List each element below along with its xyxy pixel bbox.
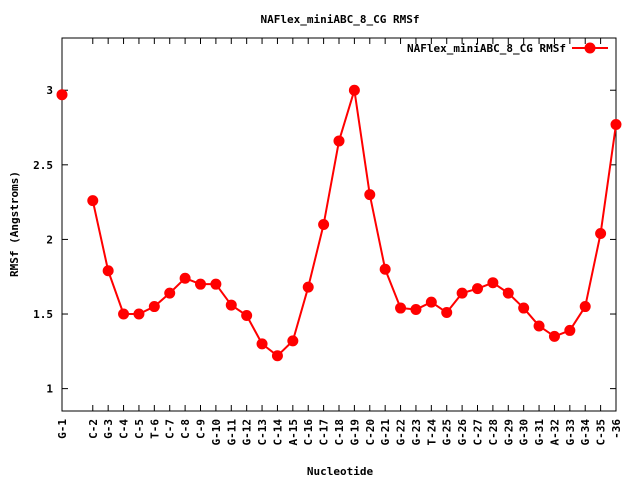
legend-label: NAFlex_miniABC_8_CG RMSf — [407, 42, 566, 55]
y-axis-label: RMSf (Angstroms) — [8, 171, 21, 277]
data-point — [210, 278, 222, 290]
data-point — [610, 119, 622, 131]
x-tick-label: C-5 — [133, 419, 146, 439]
x-tick-label: G-12 — [241, 419, 254, 446]
data-point — [564, 324, 576, 336]
data-point — [425, 296, 437, 308]
x-axis-ticks: G-1 C-2 G-3 C-4 C-5 T-6 C-7 C-8 C-9 G-10 G-11 G-12 C… — [56, 38, 623, 446]
x-tick-label: G-23 — [410, 419, 423, 446]
x-tick-label: G-10 — [210, 419, 223, 446]
chart-title: NAFlex_miniABC_8_CG RMSf — [261, 13, 420, 26]
y-tick-label: 1.5 — [33, 308, 53, 321]
data-point — [579, 301, 591, 313]
x-tick-label: C-2 — [87, 419, 100, 439]
data-point — [87, 195, 99, 207]
data-point — [287, 335, 299, 347]
data-point — [333, 135, 345, 147]
x-tick-label: G-30 — [518, 419, 531, 446]
x-tick-label: T-24 — [425, 419, 438, 446]
data-point — [271, 350, 283, 362]
data-point — [379, 263, 391, 275]
data-point — [456, 287, 468, 299]
data-point — [133, 308, 145, 320]
x-tick-label: -36 — [610, 419, 623, 439]
data-point — [441, 307, 453, 319]
x-tick-label: C-4 — [118, 419, 131, 439]
data-point — [164, 287, 176, 299]
data-point — [595, 227, 607, 239]
x-tick-label: C-18 — [333, 419, 346, 446]
y-tick-label: 2.5 — [33, 159, 53, 172]
legend-marker-swatch — [584, 42, 596, 54]
x-tick-label: C-27 — [472, 419, 485, 446]
data-point — [518, 302, 530, 314]
x-tick-label: G-29 — [502, 419, 515, 446]
data-point — [179, 272, 191, 284]
x-tick-label: G-31 — [533, 419, 546, 446]
x-tick-label: C-13 — [256, 419, 269, 446]
data-point — [395, 302, 407, 314]
data-point — [502, 287, 514, 299]
data-point — [548, 330, 560, 342]
x-tick-label: T-6 — [148, 419, 161, 439]
data-point — [118, 308, 130, 320]
data-point — [148, 301, 160, 313]
data-point — [56, 89, 68, 101]
x-tick-label: G-26 — [456, 419, 469, 446]
x-tick-label: G-21 — [379, 419, 392, 446]
data-point — [364, 189, 376, 201]
x-tick-label: G-11 — [225, 419, 238, 446]
series-points — [56, 84, 622, 362]
legend: NAFlex_miniABC_8_CG RMSf — [407, 42, 608, 55]
x-tick-label: A-15 — [287, 419, 300, 446]
x-tick-label: C-28 — [487, 419, 500, 446]
y-tick-label: 2 — [46, 233, 53, 246]
series-lines — [91, 89, 617, 357]
x-tick-label: G-22 — [395, 419, 408, 446]
x-tick-label: C-17 — [318, 419, 331, 446]
x-tick-label: G-34 — [579, 419, 592, 446]
y-axis-ticks: 1 1.5 2 2.5 3 — [33, 84, 616, 396]
data-point — [533, 320, 545, 332]
x-tick-label: C-9 — [195, 419, 208, 439]
x-tick-label: C-14 — [271, 419, 284, 446]
data-point — [102, 265, 114, 277]
x-tick-label: G-1 — [56, 419, 69, 439]
y-tick-label: 1 — [46, 383, 53, 396]
data-point — [472, 283, 483, 295]
data-point — [225, 299, 237, 311]
y-tick-label: 3 — [46, 84, 53, 97]
series-line — [91, 89, 617, 357]
x-tick-label: G-3 — [102, 419, 115, 439]
data-point — [195, 278, 206, 290]
plot-frame — [61, 37, 617, 412]
x-tick-label: C-7 — [164, 419, 177, 439]
data-point — [348, 84, 360, 96]
data-point — [487, 277, 499, 289]
x-tick-label: C-35 — [595, 419, 608, 446]
data-point — [410, 304, 422, 316]
x-tick-label: C-16 — [302, 419, 315, 446]
x-axis-label: Nucleotide — [307, 465, 374, 478]
x-tick-label: C-8 — [179, 419, 192, 439]
data-point — [256, 338, 268, 350]
data-point — [318, 219, 330, 230]
x-tick-label: A-32 — [548, 419, 561, 446]
data-point — [241, 310, 253, 322]
x-tick-label: C-20 — [364, 419, 377, 446]
x-tick-label: G-19 — [348, 419, 361, 446]
data-point — [302, 281, 314, 293]
x-tick-label: G-33 — [564, 419, 577, 446]
x-tick-label: G-25 — [441, 419, 454, 446]
